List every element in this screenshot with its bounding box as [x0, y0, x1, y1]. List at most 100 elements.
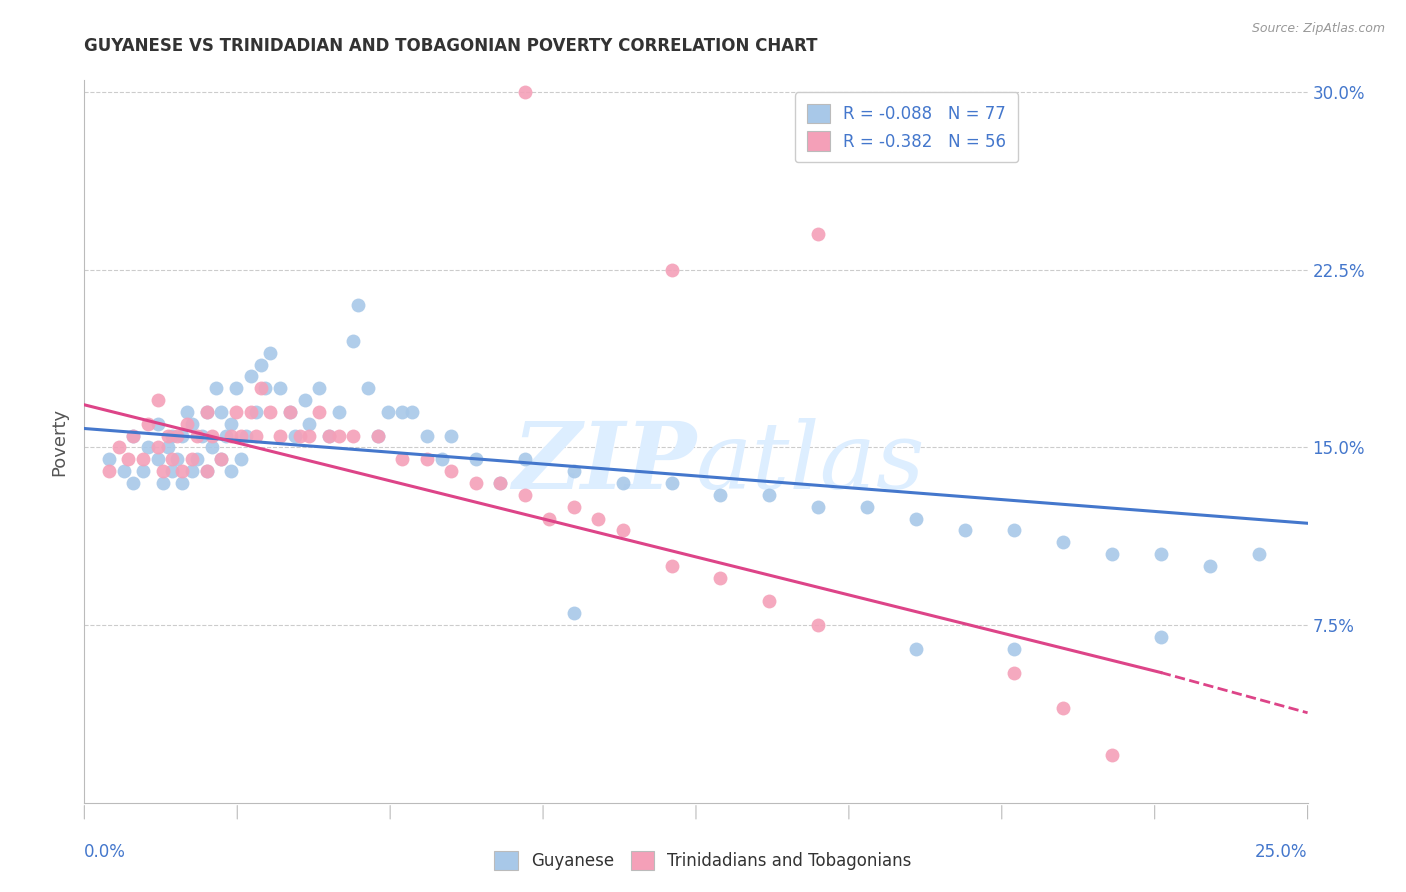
Point	[122, 475, 145, 490]
Point	[416, 428, 439, 442]
Point	[1052, 535, 1074, 549]
Point	[181, 417, 204, 431]
Point	[284, 428, 307, 442]
Point	[513, 85, 536, 99]
Point	[1052, 701, 1074, 715]
Point	[953, 524, 976, 538]
Point	[367, 428, 389, 442]
Point	[342, 334, 364, 348]
Point	[807, 227, 830, 242]
Point	[136, 417, 159, 431]
Point	[176, 417, 198, 431]
Point	[219, 417, 242, 431]
Point	[152, 475, 174, 490]
Point	[807, 618, 830, 632]
Point	[166, 452, 188, 467]
Point	[146, 441, 169, 455]
Text: 0.0%: 0.0%	[84, 843, 127, 861]
Point	[152, 464, 174, 478]
Point	[586, 511, 609, 525]
Point	[269, 381, 291, 395]
Point	[1150, 630, 1173, 644]
Point	[298, 428, 321, 442]
Point	[172, 475, 194, 490]
Point	[156, 441, 179, 455]
Point	[513, 452, 536, 467]
Point	[661, 475, 683, 490]
Point	[195, 405, 218, 419]
Point	[1101, 547, 1123, 561]
Point	[215, 428, 238, 442]
Point	[239, 369, 262, 384]
Point	[122, 428, 145, 442]
Point	[298, 417, 321, 431]
Point	[328, 428, 350, 442]
Point	[254, 381, 277, 395]
Point	[489, 475, 512, 490]
Point	[146, 452, 169, 467]
Point	[562, 607, 585, 621]
Point	[209, 452, 232, 467]
Point	[172, 428, 194, 442]
Point	[308, 405, 330, 419]
Point	[1002, 524, 1025, 538]
Point	[513, 488, 536, 502]
Point	[758, 488, 780, 502]
Point	[308, 381, 330, 395]
Point	[357, 381, 380, 395]
Point	[538, 511, 561, 525]
Point	[661, 558, 683, 573]
Point	[440, 428, 463, 442]
Point	[807, 500, 830, 514]
Point	[156, 428, 179, 442]
Point	[562, 500, 585, 514]
Point	[225, 405, 247, 419]
Point	[191, 428, 214, 442]
Point	[249, 358, 271, 372]
Point	[430, 452, 453, 467]
Point	[342, 428, 364, 442]
Point	[709, 571, 731, 585]
Point	[391, 452, 413, 467]
Point	[162, 452, 184, 467]
Point	[200, 428, 222, 442]
Point	[132, 452, 155, 467]
Point	[367, 428, 389, 442]
Point	[489, 475, 512, 490]
Point	[1150, 547, 1173, 561]
Point	[112, 464, 135, 478]
Point	[186, 452, 208, 467]
Point	[269, 428, 291, 442]
Point	[249, 381, 271, 395]
Point	[200, 441, 222, 455]
Point	[181, 452, 204, 467]
Point	[162, 464, 184, 478]
Point	[288, 428, 311, 442]
Point	[391, 405, 413, 419]
Point	[195, 405, 218, 419]
Point	[162, 428, 184, 442]
Text: Source: ZipAtlas.com: Source: ZipAtlas.com	[1251, 22, 1385, 36]
Text: GUYANESE VS TRINIDADIAN AND TOBAGONIAN POVERTY CORRELATION CHART: GUYANESE VS TRINIDADIAN AND TOBAGONIAN P…	[84, 37, 818, 55]
Legend: R = -0.088   N = 77, R = -0.382   N = 56: R = -0.088 N = 77, R = -0.382 N = 56	[794, 92, 1018, 162]
Point	[464, 452, 486, 467]
Point	[117, 452, 139, 467]
Point	[146, 417, 169, 431]
Point	[136, 441, 159, 455]
Point	[209, 405, 232, 419]
Point	[401, 405, 423, 419]
Point	[709, 488, 731, 502]
Point	[122, 428, 145, 442]
Point	[1002, 641, 1025, 656]
Point	[562, 464, 585, 478]
Point	[328, 405, 350, 419]
Point	[229, 428, 252, 442]
Point	[132, 464, 155, 478]
Point	[176, 405, 198, 419]
Legend: Guyanese, Trinidadians and Tobagonians: Guyanese, Trinidadians and Tobagonians	[488, 844, 918, 877]
Point	[181, 464, 204, 478]
Point	[1198, 558, 1220, 573]
Point	[97, 452, 120, 467]
Point	[172, 464, 194, 478]
Point	[146, 393, 169, 408]
